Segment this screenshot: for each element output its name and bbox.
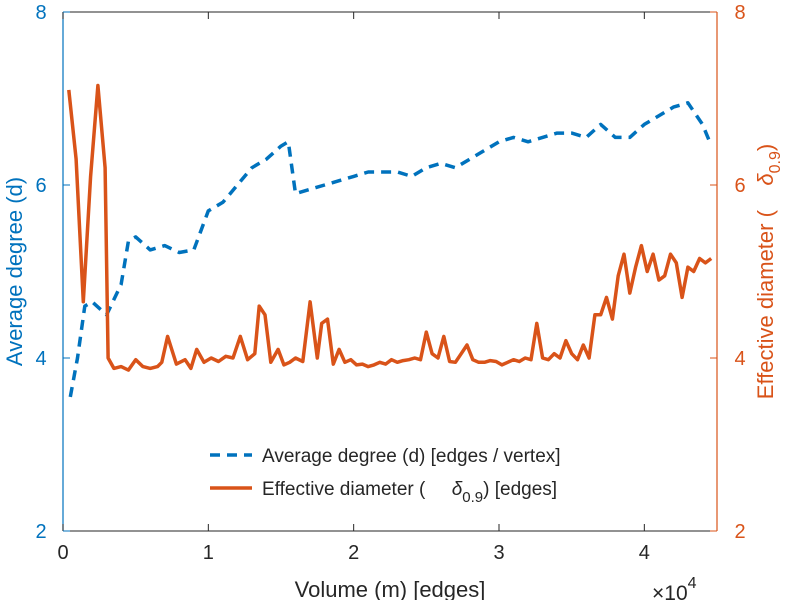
series-line-average-degree	[68, 101, 712, 398]
left-y-axis-label: Average degree (d)	[2, 177, 27, 366]
right-y-tick-label: 2	[734, 521, 745, 543]
right-label-prefix: Effective diameter (	[753, 186, 778, 400]
left-y-tick-label: 2	[35, 521, 46, 543]
x-exponent-power: 4	[688, 575, 697, 592]
x-axis-exponent: ×104	[652, 575, 697, 600]
legend-label-symbol: δ	[452, 479, 463, 500]
right-label-suffix: )	[753, 144, 778, 151]
legend-label-average-degree: Average degree (d) [edges / vertex]	[262, 446, 561, 467]
right-label-subscript: 0.9	[767, 151, 784, 173]
right-y-tick-label: 4	[734, 348, 745, 370]
legend-label-effective-diameter: Effective diameter ( δ0.9) [edges]	[262, 479, 557, 506]
legend: Average degree (d) [edges / vertex] Effec…	[210, 446, 561, 506]
x-tick-label: 3	[493, 542, 504, 564]
left-y-tick-label: 6	[35, 175, 46, 197]
legend-label-prefix: Effective diameter (	[262, 479, 452, 500]
x-tick-label: 0	[57, 542, 68, 564]
right-y-tick-label: 8	[734, 2, 745, 24]
right-label-symbol: δ	[753, 173, 778, 186]
right-y-tick-label: 6	[734, 175, 745, 197]
x-tick-label: 1	[203, 542, 214, 564]
x-exponent-base: ×10	[652, 582, 688, 600]
x-axis-label: Volume (m) [edges]	[295, 577, 486, 600]
legend-label-suffix: ) [edges]	[483, 479, 557, 500]
series-layer	[67, 83, 713, 398]
right-y-axis-label: Effective diameter ( δ0.9)	[753, 144, 784, 399]
left-y-tick-label: 8	[35, 2, 46, 24]
legend-label-subscript: 0.9	[462, 489, 483, 506]
series-line-effective-diameter	[67, 83, 713, 372]
x-tick-label: 4	[639, 542, 650, 564]
left-y-tick-label: 4	[35, 348, 46, 370]
x-tick-label: 2	[348, 542, 359, 564]
